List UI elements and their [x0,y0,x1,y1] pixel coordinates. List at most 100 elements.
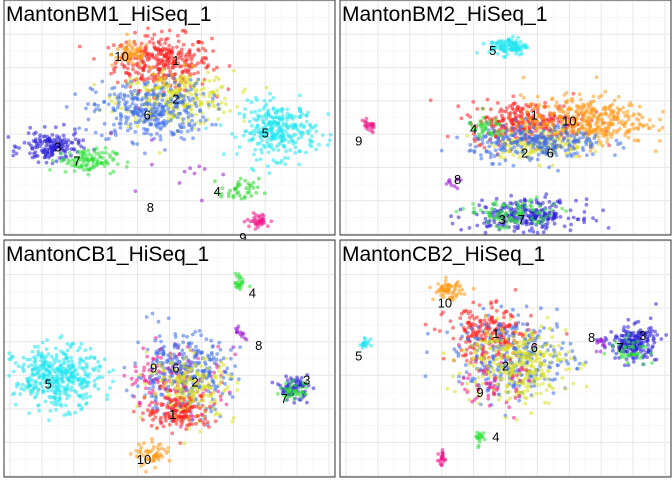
data-point [631,113,635,118]
data-point [550,163,555,168]
data-point [253,96,258,100]
data-point [95,158,100,163]
data-point [217,340,222,345]
data-point [218,347,223,352]
data-point [495,42,500,47]
data-point [181,374,186,379]
data-point [82,146,86,151]
data-point [150,311,155,316]
data-point [172,343,177,348]
data-point [133,120,138,125]
data-point [73,127,77,132]
data-point [503,141,507,146]
data-point [143,151,147,156]
data-point [188,74,193,78]
data-point [292,397,297,402]
data-point [56,388,60,393]
data-point [141,417,145,422]
data-point [235,152,239,156]
data-point [32,385,37,390]
data-point [297,162,302,167]
data-point [559,145,564,150]
data-point [84,106,88,111]
data-point [77,381,82,386]
data-point [190,404,195,409]
data-point [275,129,279,133]
data-point [537,163,542,168]
data-point [150,447,155,452]
data-point [328,132,333,137]
data-point [142,126,146,131]
cluster-label: 2 [191,375,198,390]
data-point [625,109,630,114]
data-point [213,419,218,424]
data-point [27,379,31,384]
data-point [468,143,473,147]
data-point [266,121,271,126]
data-point [102,99,107,104]
data-point [504,127,509,132]
data-point [122,64,127,68]
data-point [115,80,120,85]
data-point [176,402,181,406]
data-point [18,392,22,396]
data-point [247,138,252,143]
data-point [153,415,158,420]
data-point [200,58,204,63]
data-point [245,190,250,195]
data-point [186,111,191,116]
data-point [14,402,18,407]
data-point [194,104,199,108]
data-point [228,188,233,193]
data-point [568,208,573,213]
data-point [641,124,645,129]
data-point [293,151,297,155]
data-point [39,353,43,358]
data-point [140,51,144,55]
data-point [140,77,145,81]
data-point [540,131,544,136]
cluster-label: 7 [281,391,288,406]
data-point [149,400,154,405]
data-point [119,106,124,111]
data-point [485,220,490,224]
data-point [293,114,297,119]
data-point [509,193,513,198]
data-point [49,354,54,359]
data-point [172,60,177,65]
data-point [272,120,277,124]
data-point [124,388,129,393]
data-point [528,122,532,126]
data-point [51,158,55,163]
data-point [278,386,283,391]
data-point [556,125,561,130]
data-point [520,52,524,56]
data-point [136,384,140,389]
data-point [586,106,591,111]
data-point [596,131,601,135]
data-point [616,110,620,115]
data-point [34,153,38,158]
data-point [636,127,641,131]
data-point [221,363,226,368]
data-point [609,108,614,113]
data-point [97,364,102,368]
data-point [73,92,78,96]
data-point [202,423,207,427]
data-point [574,138,578,143]
data-point [83,348,88,352]
data-point [112,122,116,127]
data-point [229,348,233,352]
data-point [204,56,209,61]
data-point [133,106,138,110]
data-point [125,128,130,133]
data-point [501,55,506,59]
cluster-label: 3 [303,373,310,388]
data-point [81,365,85,370]
data-point [489,152,494,157]
data-point [571,129,576,133]
data-point [630,123,634,127]
data-point [472,150,477,155]
data-point [210,377,215,382]
